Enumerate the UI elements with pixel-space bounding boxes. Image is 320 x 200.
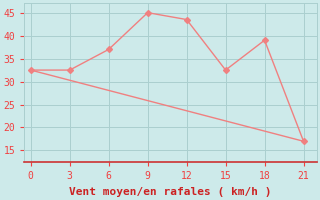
X-axis label: Vent moyen/en rafales ( km/h ): Vent moyen/en rafales ( km/h ) [69, 187, 272, 197]
